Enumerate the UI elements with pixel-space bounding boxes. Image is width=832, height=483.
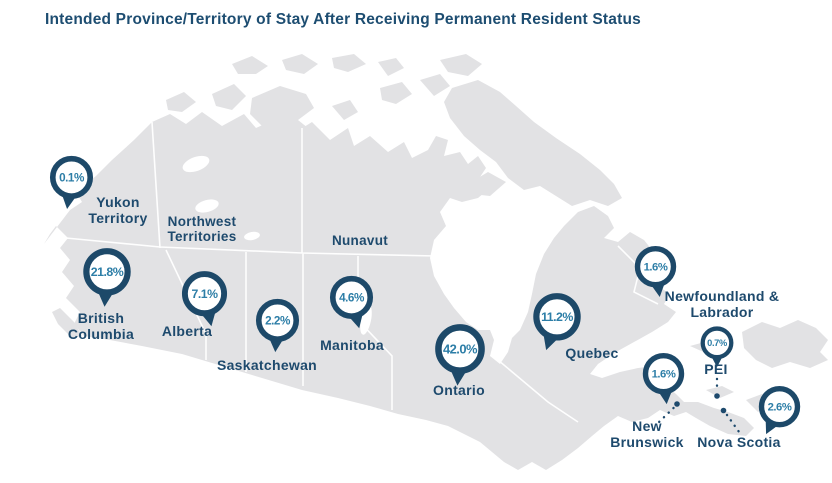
pin-ontario: 42.0% bbox=[433, 322, 487, 390]
pin-value: 2.2% bbox=[265, 314, 291, 327]
page-title: Intended Province/Territory of Stay Afte… bbox=[45, 11, 641, 28]
label-nunavut: Nunavut bbox=[331, 233, 389, 248]
pin-value: 11.2% bbox=[541, 310, 573, 324]
label-manitoba: Manitoba bbox=[320, 337, 384, 353]
label-alberta: Alberta bbox=[161, 323, 213, 339]
pin-value: 0.1% bbox=[59, 171, 85, 184]
label-nova-scotia: Nova Scotia bbox=[697, 434, 781, 450]
pin-value: 4.6% bbox=[339, 291, 365, 304]
pin-alberta: 7.1% bbox=[180, 269, 229, 331]
label-newfoundland-labrador: Newfoundland & Labrador bbox=[664, 288, 780, 320]
new-brunswick-location-dot bbox=[674, 401, 680, 407]
nova-scotia-location-dot bbox=[720, 407, 727, 414]
label-pei: PEI bbox=[704, 361, 728, 377]
label-yukon-territory: Yukon Territory bbox=[88, 194, 148, 226]
pei-location-dot bbox=[714, 393, 720, 399]
pin-value: 21.8% bbox=[91, 265, 124, 279]
pin-yukon-territory: 0.1% bbox=[48, 154, 95, 213]
pin-value: 1.6% bbox=[644, 261, 668, 273]
pin-british-columbia: 21.8% bbox=[81, 246, 133, 311]
label-quebec: Quebec bbox=[565, 345, 619, 361]
pin-quebec: 11.2% bbox=[531, 291, 583, 356]
label-ontario: Ontario bbox=[433, 382, 485, 398]
label-british-columbia: British Columbia bbox=[67, 310, 135, 342]
pin-value: 42.0% bbox=[443, 342, 478, 357]
pin-value: 2.6% bbox=[768, 401, 792, 413]
pin-nova-scotia: 2.6% bbox=[757, 384, 802, 441]
label-northwest-territories: Northwest Territories bbox=[167, 214, 237, 245]
pin-new-brunswick: 1.6% bbox=[641, 351, 686, 408]
pin-newfoundland-labrador: 1.6% bbox=[633, 244, 678, 301]
pin-value: 7.1% bbox=[192, 287, 219, 301]
label-new-brunswick: New Brunswick bbox=[610, 418, 684, 450]
pin-saskatchewan: 2.2% bbox=[254, 297, 301, 356]
pin-value: 0.7% bbox=[707, 338, 727, 348]
label-saskatchewan: Saskatchewan bbox=[216, 357, 318, 373]
pin-value: 1.6% bbox=[652, 368, 676, 380]
pin-pei: 0.7% bbox=[699, 325, 735, 370]
pin-manitoba: 4.6% bbox=[328, 274, 375, 333]
